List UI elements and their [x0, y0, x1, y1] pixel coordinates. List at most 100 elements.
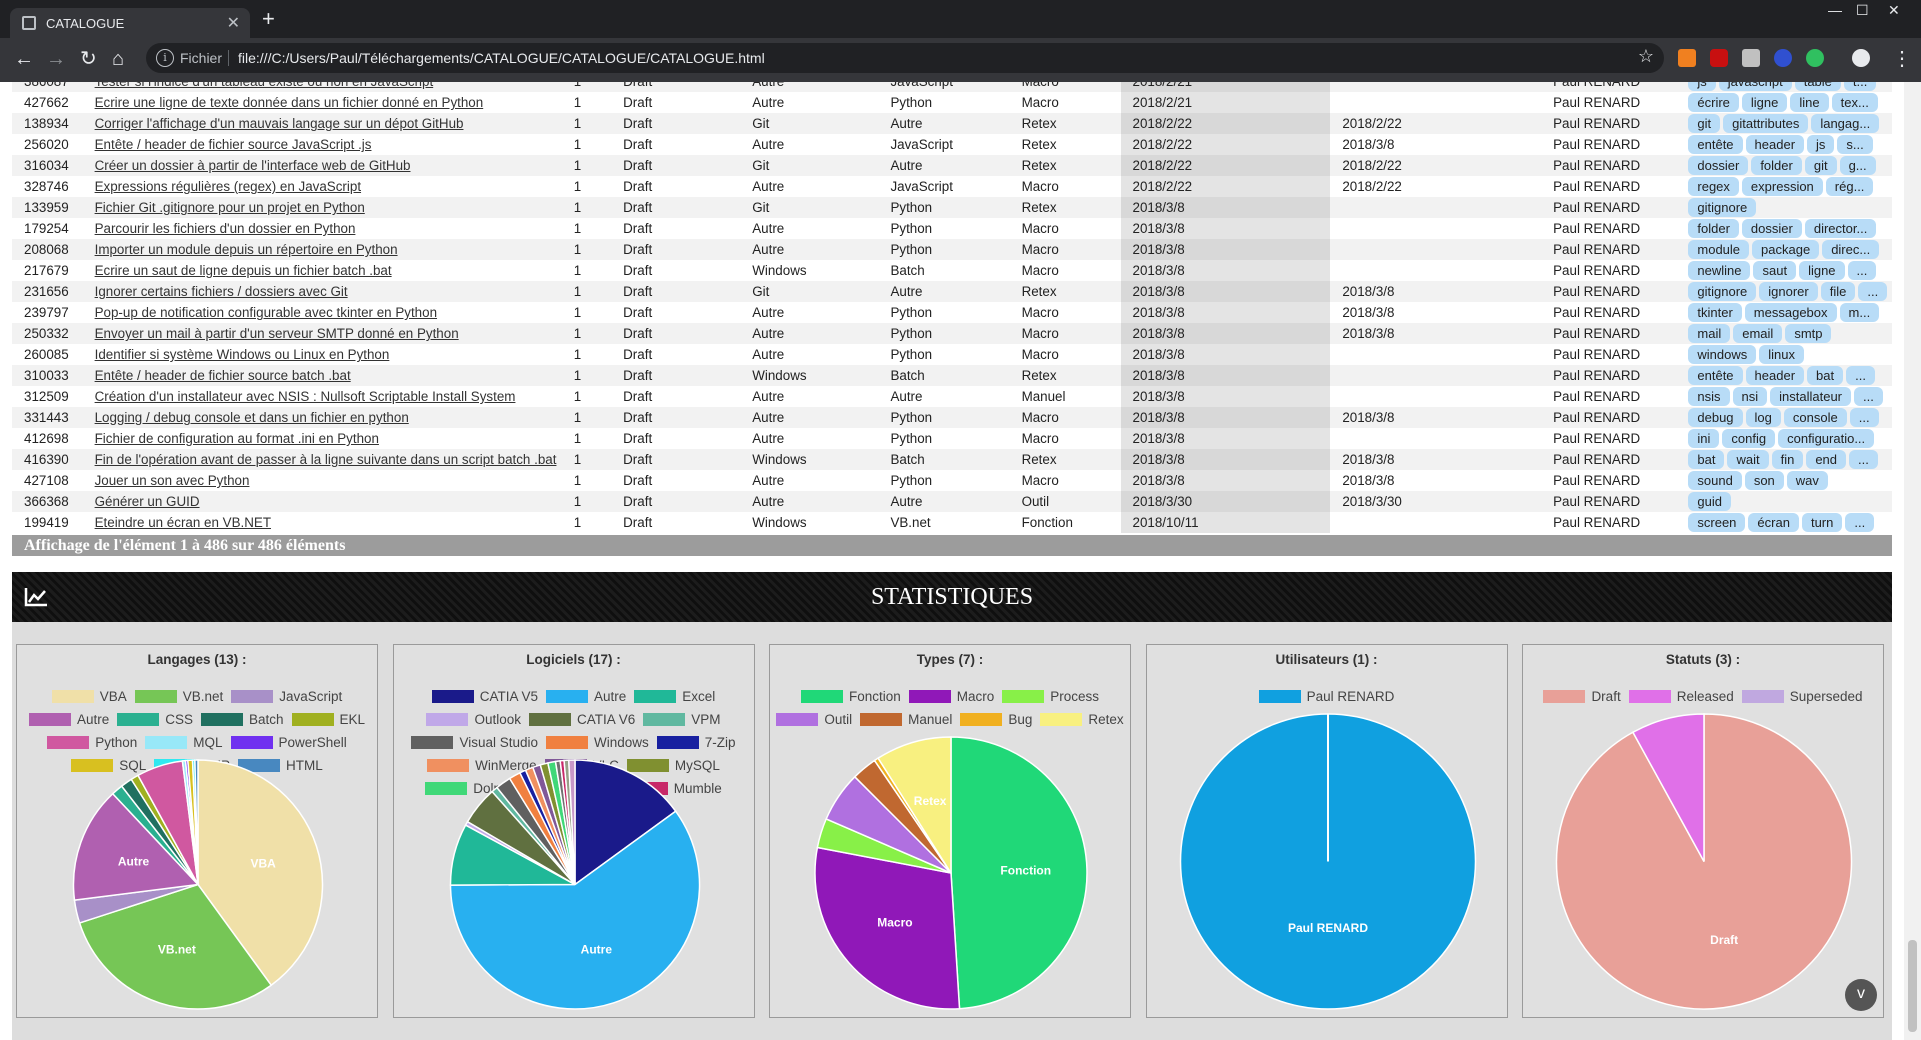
table-row[interactable]: 208068 Importer un module depuis un réper…: [12, 239, 1892, 260]
legend-item[interactable]: CSS: [117, 708, 193, 731]
pie-slice[interactable]: [877, 736, 952, 876]
row-title-link[interactable]: Identifier si système Windows ou Linux e…: [94, 347, 390, 362]
tag[interactable]: écran: [1748, 513, 1799, 532]
legend-item[interactable]: Draft: [1543, 685, 1621, 708]
tag[interactable]: header: [1745, 135, 1805, 154]
tag[interactable]: ...: [1847, 261, 1877, 280]
row-title-link[interactable]: Création d'un installateur avec NSIS : N…: [94, 389, 516, 404]
table-row[interactable]: 256020 Entête / header de fichier source …: [12, 134, 1892, 155]
legend-item[interactable]: VB.net: [134, 685, 223, 708]
legend-item[interactable]: Outil: [776, 708, 852, 731]
tag[interactable]: ...: [1846, 366, 1875, 385]
legend-item[interactable]: WinMerge: [427, 754, 537, 777]
legend-item[interactable]: Superseded: [1741, 685, 1863, 708]
row-title-link[interactable]: Entête / header de fichier source JavaSc…: [94, 137, 372, 152]
legend-item[interactable]: Batch: [200, 708, 284, 731]
legend-item[interactable]: JavaScript: [231, 685, 342, 708]
row-title-link[interactable]: Ecrire un saut de ligne depuis un fichie…: [94, 263, 392, 278]
row-title-link[interactable]: Logging / debug console et dans un fichi…: [94, 410, 409, 425]
rss-icon[interactable]: [1678, 49, 1696, 67]
pie-slice[interactable]: [194, 759, 199, 885]
tag[interactable]: entête: [1688, 135, 1743, 154]
table-row[interactable]: 331443 Logging / debug console et dans un…: [12, 407, 1892, 428]
tag[interactable]: g...: [1839, 156, 1876, 175]
pie-slice[interactable]: [72, 792, 200, 901]
tag[interactable]: saut: [1753, 261, 1797, 280]
tag[interactable]: bat: [1688, 450, 1725, 469]
tag[interactable]: js: [1688, 82, 1716, 91]
tag[interactable]: dossier: [1741, 219, 1802, 238]
row-title-link[interactable]: Parcourir les fichiers d'un dossier en P…: [94, 221, 356, 236]
legend-item[interactable]: Released: [1628, 685, 1734, 708]
pie-slice[interactable]: [78, 883, 273, 1010]
legend-item[interactable]: Process: [1002, 685, 1099, 708]
tag[interactable]: son: [1744, 471, 1784, 490]
tag[interactable]: folder: [1751, 156, 1802, 175]
maximize-icon[interactable]: ☐: [1856, 2, 1869, 18]
pie-slice[interactable]: [567, 759, 576, 885]
tag[interactable]: tex...: [1831, 93, 1878, 112]
tag[interactable]: m...: [1839, 303, 1880, 322]
legend-item[interactable]: Outlook: [426, 708, 521, 731]
tag[interactable]: nsi: [1732, 387, 1768, 406]
tag[interactable]: ...: [1845, 513, 1875, 532]
tag[interactable]: ...: [1849, 408, 1879, 427]
tag[interactable]: screen: [1688, 513, 1746, 532]
forward-icon[interactable]: →: [46, 48, 66, 70]
table-row[interactable]: 427662 Ecrire une ligne de texte donnée d…: [12, 92, 1892, 113]
row-title-link[interactable]: Ecrire une ligne de texte donnée dans un…: [94, 95, 484, 110]
tag[interactable]: wav: [1786, 471, 1828, 490]
tag[interactable]: gitignore: [1688, 198, 1757, 217]
legend-item[interactable]: VPM: [643, 708, 721, 731]
tag[interactable]: entête: [1688, 366, 1743, 385]
tag[interactable]: guid: [1688, 492, 1731, 511]
tag[interactable]: dossier: [1688, 156, 1749, 175]
table-row[interactable]: 427108 Jouer un son avec Python 1 Draft Autr…: [12, 470, 1892, 491]
tag[interactable]: gitignore: [1688, 282, 1757, 301]
tag[interactable]: installateur: [1770, 387, 1852, 406]
legend-item[interactable]: Manuel: [860, 708, 952, 731]
legend-item[interactable]: PowerShell: [230, 731, 347, 754]
tag[interactable]: direc...: [1822, 240, 1880, 259]
legend-item[interactable]: Python: [47, 731, 137, 754]
tag[interactable]: turn: [1801, 513, 1843, 532]
table-row[interactable]: 366368 Générer un GUID 1 Draft Autre Autre Out…: [12, 491, 1892, 512]
tag[interactable]: gitattributes: [1723, 114, 1809, 133]
tag[interactable]: table: [1794, 82, 1841, 91]
tag[interactable]: s...: [1837, 135, 1873, 154]
tag[interactable]: ...: [1858, 282, 1888, 301]
legend-item[interactable]: Windows: [546, 731, 649, 754]
legend-item[interactable]: CATIA V6: [528, 708, 635, 731]
tag[interactable]: nsis: [1688, 387, 1730, 406]
legend-item[interactable]: MySQL: [626, 754, 720, 777]
row-title-link[interactable]: Fin de l'opération avant de passer à la …: [94, 452, 557, 467]
legend-item[interactable]: Macro: [908, 685, 994, 708]
row-title-link[interactable]: Pop-up de notification configurable avec…: [94, 305, 438, 320]
table-row[interactable]: 316034 Créer un dossier à partir de l'int…: [12, 155, 1892, 176]
row-title-link[interactable]: Importer un module depuis un répertoire …: [94, 242, 398, 257]
tag[interactable]: sound: [1688, 471, 1742, 490]
legend-item[interactable]: EKL: [291, 708, 365, 731]
table-row[interactable]: 133959 Fichier Git .gitignore pour un pro…: [12, 197, 1892, 218]
tag[interactable]: smtp: [1785, 324, 1832, 343]
tag[interactable]: ignorer: [1759, 282, 1818, 301]
legend-item[interactable]: SQL: [71, 754, 146, 777]
tag[interactable]: config: [1722, 429, 1776, 448]
tag[interactable]: ...: [1854, 387, 1883, 406]
table-row[interactable]: 217679 Ecrire un saut de ligne depuis un …: [12, 260, 1892, 281]
row-title-link[interactable]: Corriger l'affichage d'un mauvais langag…: [94, 116, 464, 131]
row-title-link[interactable]: Fichier Git .gitignore pour un projet en…: [94, 200, 365, 215]
pie-slice[interactable]: [1631, 713, 1705, 862]
bookmark-star-icon[interactable]: ☆: [1637, 46, 1654, 66]
table-row[interactable]: 199419 Eteindre un écran en VB.NET 1 Draft W…: [12, 512, 1892, 533]
legend-item[interactable]: VBA: [51, 685, 127, 708]
row-title-link[interactable]: Générer un GUID: [94, 494, 200, 509]
table-row[interactable]: 179254 Parcourir les fichiers d'un dossie…: [12, 218, 1892, 239]
tag[interactable]: console: [1783, 408, 1847, 427]
tag[interactable]: windows: [1688, 345, 1757, 364]
scrollbar-thumb[interactable]: [1908, 940, 1917, 1032]
info-icon[interactable]: i: [156, 49, 174, 67]
new-tab-icon[interactable]: +: [262, 6, 275, 31]
legend-item[interactable]: Paul RENARD: [1258, 685, 1394, 708]
page-scrollbar[interactable]: [1904, 82, 1921, 1040]
